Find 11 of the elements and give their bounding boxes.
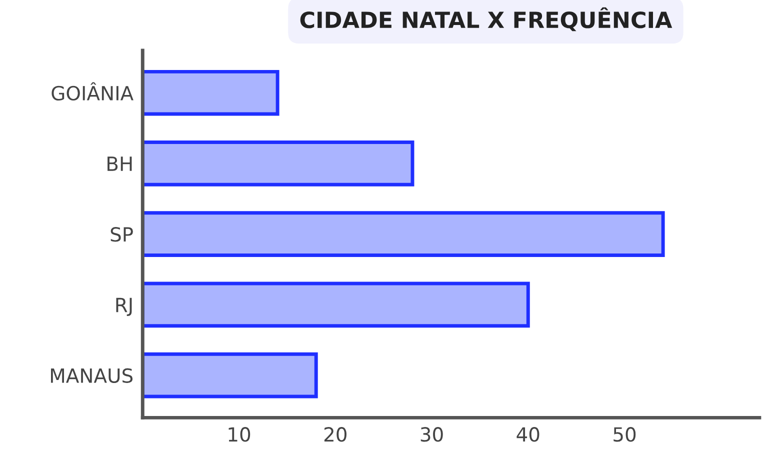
- y-tick-label: SP: [110, 227, 133, 242]
- y-tick-label: BH: [108, 156, 132, 171]
- chart-title: CIDADE NATAL X FREQUÊNCIA: [300, 7, 672, 32]
- x-tick-label: 30: [420, 427, 443, 442]
- x-tick-label: 20: [324, 427, 346, 442]
- y-tick-label: RJ: [116, 298, 132, 316]
- x-tick-label: 50: [614, 427, 636, 442]
- x-tick-label: 10: [228, 427, 250, 442]
- x-tick-label: 40: [516, 427, 540, 442]
- y-tick-label: GOIÂNIA: [52, 82, 134, 101]
- y-tick-label: MANAUS: [51, 368, 133, 383]
